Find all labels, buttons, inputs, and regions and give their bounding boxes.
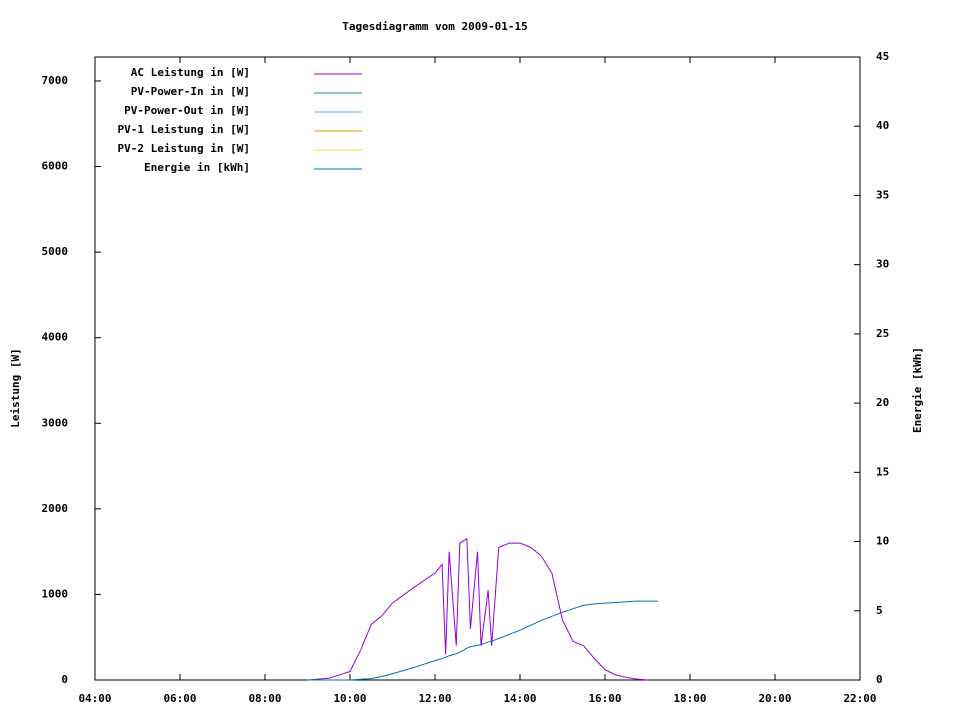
y2-tick-label: 20 <box>876 396 889 409</box>
y-tick-label: 0 <box>61 673 68 686</box>
x-tick-label: 12:00 <box>418 692 451 705</box>
legend-label: PV-Power-In in [W] <box>131 85 250 98</box>
chart-title: Tagesdiagramm vom 2009-01-15 <box>342 20 527 33</box>
y2-tick-label: 15 <box>876 465 889 478</box>
y2-tick-label: 0 <box>876 673 883 686</box>
series-line <box>307 537 648 681</box>
x-tick-label: 20:00 <box>758 692 791 705</box>
y-tick-label: 2000 <box>42 502 69 515</box>
plot-frame <box>94 56 861 681</box>
y-tick-label: 4000 <box>42 331 69 344</box>
y2-tick-label: 25 <box>876 327 889 340</box>
y-tick-label: 7000 <box>42 74 69 87</box>
y2-axis-label: Energie [kWh] <box>911 347 924 433</box>
legend-label: Energie in [kWh] <box>144 161 250 174</box>
legend-label: PV-1 Leistung in [W] <box>118 123 250 136</box>
x-tick-label: 04:00 <box>78 692 111 705</box>
y2-tick-label: 10 <box>876 535 889 548</box>
x-tick-label: 16:00 <box>588 692 621 705</box>
x-tick-label: 10:00 <box>333 692 366 705</box>
y-tick-label: 5000 <box>42 245 69 258</box>
x-tick-label: 08:00 <box>248 692 281 705</box>
y-axis-label: Leistung [W] <box>9 348 22 427</box>
y2-tick-label: 40 <box>876 119 889 132</box>
x-tick-label: 22:00 <box>843 692 876 705</box>
series-line <box>307 600 659 681</box>
x-tick-label: 06:00 <box>163 692 196 705</box>
y2-tick-label: 30 <box>876 258 889 271</box>
legend-label: AC Leistung in [W] <box>131 66 250 79</box>
legend-label: PV-2 Leistung in [W] <box>118 142 250 155</box>
y2-tick-label: 5 <box>876 604 883 617</box>
y-tick-label: 1000 <box>42 587 69 600</box>
legend-label: PV-Power-Out in [W] <box>124 104 250 117</box>
x-tick-label: 14:00 <box>503 692 536 705</box>
y-tick-label: 3000 <box>42 416 69 429</box>
y-tick-label: 6000 <box>42 160 69 173</box>
y2-tick-label: 35 <box>876 188 889 201</box>
y2-tick-label: 45 <box>876 50 889 63</box>
x-tick-label: 18:00 <box>673 692 706 705</box>
